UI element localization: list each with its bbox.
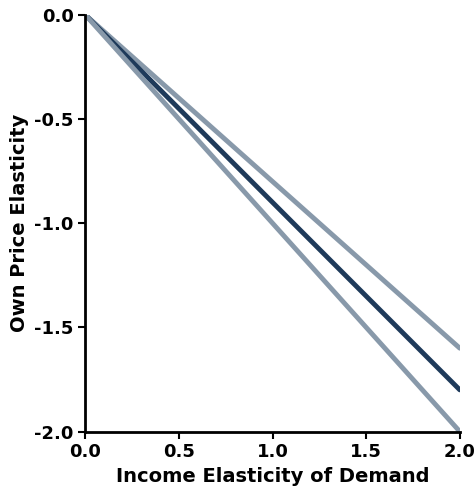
X-axis label: Income Elasticity of Demand: Income Elasticity of Demand: [116, 467, 429, 486]
Y-axis label: Own Price Elasticity: Own Price Elasticity: [9, 114, 28, 332]
